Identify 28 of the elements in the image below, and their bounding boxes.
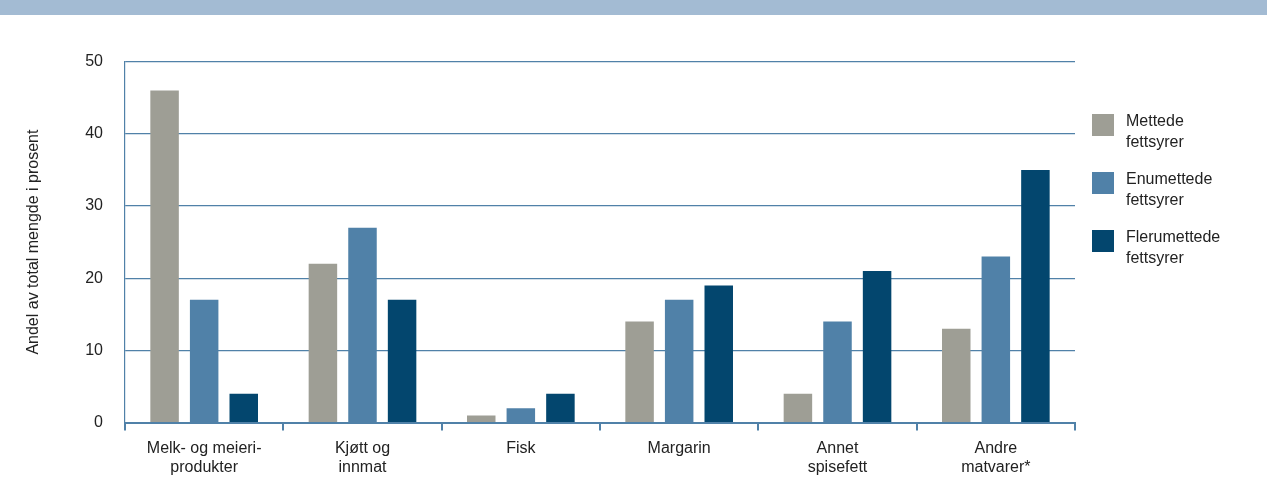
x-tick-label: Andre matvarer* [961,438,1031,475]
legend-label: Mettede fettsyrer [1126,111,1184,152]
bar [387,299,417,422]
x-tick-label: Kjøtt og innmat [334,438,391,475]
legend-label: Enumettede fettsyrer [1126,169,1213,210]
y-axis-title: Andel av total mengde i prosent [24,129,42,355]
bar [150,90,179,422]
x-tick-label: Margarin [647,438,711,456]
y-tick-label: 30 [85,196,104,214]
y-tick-label: 10 [85,340,104,358]
bar [862,270,892,422]
bar [467,415,496,422]
bar [942,328,971,422]
x-tick-label: Fisk [506,438,537,456]
bar [625,321,654,422]
bar [546,393,575,422]
x-tick-label: Annet spisefett [807,438,868,475]
bar [783,393,813,422]
x-tick-label: Melk- og meieri- produkter [146,438,262,475]
y-tick-label: 20 [85,268,104,286]
y-tick-label: 40 [85,124,104,142]
bar [704,285,733,422]
bar [308,263,338,422]
legend-label: Flerumettede fettsyrer [1126,227,1221,268]
bar [1021,169,1050,422]
y-tick-label: 0 [94,413,104,431]
bar [229,393,258,422]
y-tick-label: 50 [85,52,104,70]
